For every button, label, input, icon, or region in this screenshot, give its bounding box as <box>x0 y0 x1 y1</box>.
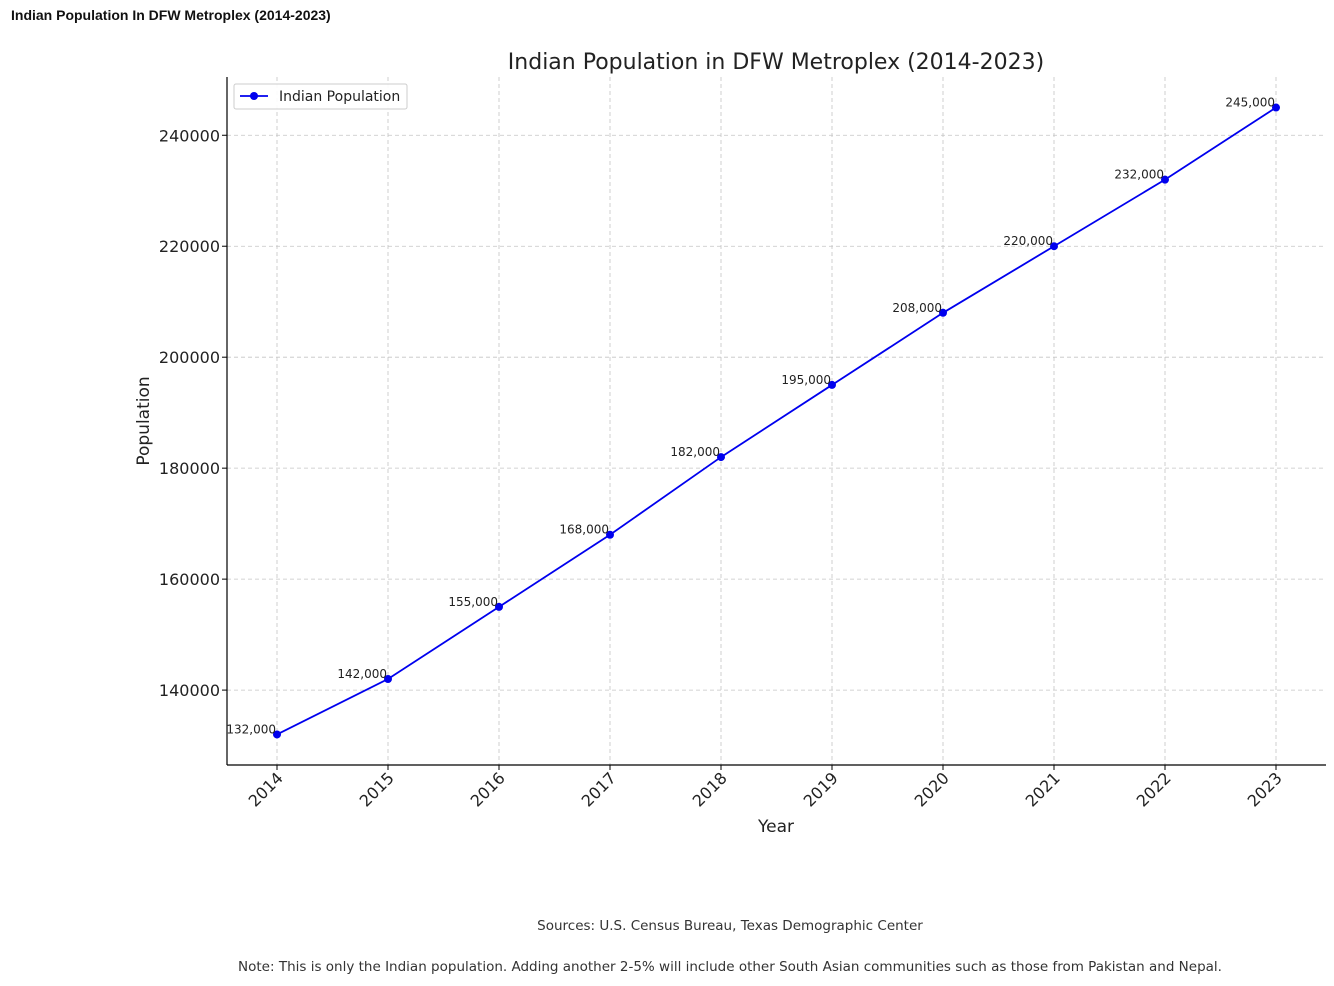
data-label: 132,000 <box>226 722 276 736</box>
y-tick-label: 140000 <box>159 681 220 700</box>
data-label: 232,000 <box>1114 168 1164 182</box>
data-point <box>495 602 503 611</box>
y-axis-label: Population <box>134 376 154 465</box>
data-point <box>1050 242 1058 251</box>
y-tick-label: 200000 <box>159 348 220 367</box>
data-label: 220,000 <box>1003 234 1053 248</box>
x-tick-label: 2014 <box>245 768 287 810</box>
data-point <box>384 675 392 683</box>
x-tick-label: 2016 <box>467 768 509 810</box>
x-tick-label: 2021 <box>1022 768 1064 810</box>
y-tick-label: 240000 <box>159 126 220 145</box>
series-layer <box>273 103 1280 739</box>
data-label: 142,000 <box>337 667 387 681</box>
data-label: 208,000 <box>892 301 942 315</box>
x-tick-label: 2022 <box>1133 768 1175 810</box>
y-axis-ticks: 140000 160000 180000 200000 220000 240000 <box>159 126 227 700</box>
legend-label: Indian Population <box>279 89 400 105</box>
x-tick-label: 2015 <box>356 768 398 810</box>
data-label: 245,000 <box>1225 96 1275 110</box>
y-tick-label: 180000 <box>159 459 220 478</box>
data-label: 155,000 <box>448 595 498 609</box>
line-chart: Indian Population in DFW Metroplex (2014… <box>134 50 1326 837</box>
data-point <box>828 380 836 389</box>
x-axis-label: Year <box>757 817 794 837</box>
legend-box <box>233 83 408 110</box>
sources-text: Sources: U.S. Census Bureau, Texas Demog… <box>537 918 923 934</box>
series-line <box>276 106 1277 736</box>
data-point <box>939 308 947 317</box>
legend-marker-swatch <box>250 92 258 100</box>
data-label: 195,000 <box>781 373 831 387</box>
note-text: Note: This is only the Indian population… <box>238 959 1222 975</box>
data-labels: 132,000 142,000 155,000 168,000 182,000 195,0… <box>226 96 1275 737</box>
x-tick-label: 2019 <box>800 768 842 810</box>
axes <box>226 77 1326 766</box>
page-heading: Indian Population In DFW Metroplex (2014… <box>11 7 331 23</box>
x-axis-ticks: 2014 2015 2016 2017 2018 2019 2020 2021 2022 2023 <box>245 765 1286 811</box>
chart-title: Indian Population in DFW Metroplex (2014… <box>508 50 1044 75</box>
data-point <box>1272 103 1280 112</box>
grid-lines <box>227 77 1326 765</box>
x-tick-label: 2023 <box>1244 768 1286 810</box>
y-tick-label: 220000 <box>159 237 220 256</box>
data-point <box>717 453 725 462</box>
data-label: 168,000 <box>559 523 609 537</box>
x-tick-label: 2018 <box>689 768 731 810</box>
x-tick-label: 2020 <box>911 768 953 810</box>
legend: Indian Population <box>233 83 408 110</box>
data-point <box>606 530 614 539</box>
data-point <box>273 730 281 739</box>
y-tick-label: 160000 <box>159 570 220 589</box>
data-label: 182,000 <box>670 445 720 459</box>
x-tick-label: 2017 <box>578 768 620 810</box>
data-point <box>1161 175 1169 184</box>
